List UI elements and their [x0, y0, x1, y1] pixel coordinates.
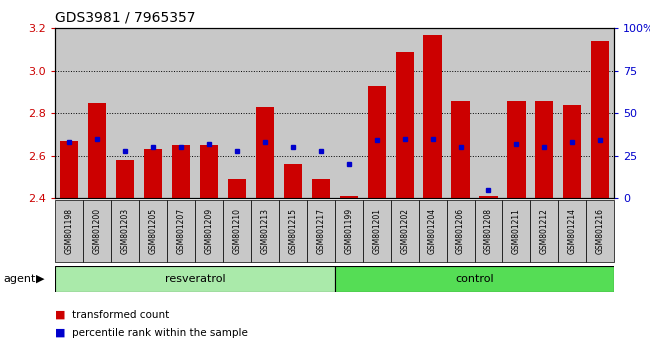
Bar — [480, 196, 497, 198]
Text: ■: ■ — [55, 328, 66, 338]
Text: GSM801199: GSM801199 — [344, 208, 353, 254]
Text: GSM801207: GSM801207 — [177, 208, 185, 254]
Bar — [167, 28, 195, 198]
Bar — [391, 200, 419, 262]
Bar — [335, 200, 363, 262]
Bar — [396, 52, 413, 198]
Bar — [55, 28, 83, 198]
Text: resveratrol: resveratrol — [164, 274, 226, 284]
Bar — [335, 28, 363, 198]
Bar — [139, 28, 167, 198]
Text: GSM801206: GSM801206 — [456, 208, 465, 254]
Bar — [111, 28, 139, 198]
Text: GSM801215: GSM801215 — [289, 208, 297, 254]
Bar — [228, 179, 246, 198]
Bar — [508, 101, 525, 198]
Text: GSM801205: GSM801205 — [149, 208, 157, 254]
Text: ▶: ▶ — [36, 274, 44, 284]
Bar — [502, 28, 530, 198]
Bar — [474, 28, 502, 198]
Bar — [368, 86, 385, 198]
Bar — [312, 179, 330, 198]
Text: GSM801217: GSM801217 — [317, 208, 325, 254]
Text: GSM801203: GSM801203 — [121, 208, 129, 254]
Bar — [116, 160, 134, 198]
Bar — [139, 200, 167, 262]
Bar — [167, 200, 195, 262]
FancyBboxPatch shape — [335, 266, 614, 292]
Bar — [424, 35, 441, 198]
Bar — [307, 200, 335, 262]
Bar — [530, 28, 558, 198]
Bar — [251, 200, 279, 262]
Bar — [586, 200, 614, 262]
Bar — [223, 200, 251, 262]
Bar — [251, 28, 279, 198]
Text: GSM801204: GSM801204 — [428, 208, 437, 254]
Bar — [564, 105, 581, 198]
Bar — [195, 28, 223, 198]
Text: transformed count: transformed count — [72, 310, 169, 320]
Text: control: control — [455, 274, 494, 284]
Bar — [88, 103, 106, 198]
Text: GDS3981 / 7965357: GDS3981 / 7965357 — [55, 11, 196, 25]
Bar — [83, 28, 111, 198]
Text: GSM801208: GSM801208 — [484, 208, 493, 254]
Bar — [419, 200, 447, 262]
Bar — [340, 196, 358, 198]
Bar — [60, 141, 78, 198]
Bar — [363, 200, 391, 262]
Bar — [530, 200, 558, 262]
Bar — [172, 145, 190, 198]
Text: GSM801198: GSM801198 — [65, 208, 73, 254]
Bar — [195, 200, 223, 262]
Bar — [144, 149, 162, 198]
Bar — [391, 28, 419, 198]
Text: agent: agent — [3, 274, 36, 284]
Bar — [111, 200, 139, 262]
Bar — [256, 107, 274, 198]
Bar — [363, 28, 391, 198]
Bar — [307, 28, 335, 198]
Bar — [447, 200, 474, 262]
Bar — [83, 200, 111, 262]
Text: GSM801210: GSM801210 — [233, 208, 241, 254]
Bar — [452, 101, 469, 198]
Bar — [419, 28, 447, 198]
Text: GSM801211: GSM801211 — [512, 208, 521, 254]
Bar — [558, 200, 586, 262]
Bar — [279, 200, 307, 262]
Bar — [592, 41, 609, 198]
Bar — [223, 28, 251, 198]
Bar — [279, 28, 307, 198]
Text: percentile rank within the sample: percentile rank within the sample — [72, 328, 248, 338]
Bar — [284, 164, 302, 198]
Bar — [200, 145, 218, 198]
Bar — [558, 28, 586, 198]
Text: GSM801202: GSM801202 — [400, 208, 409, 254]
Bar — [536, 101, 553, 198]
FancyBboxPatch shape — [55, 266, 335, 292]
Bar — [502, 200, 530, 262]
Text: GSM801212: GSM801212 — [540, 208, 549, 254]
Text: GSM801200: GSM801200 — [93, 208, 101, 254]
Bar — [474, 200, 502, 262]
Text: GSM801209: GSM801209 — [205, 208, 213, 254]
Text: GSM801216: GSM801216 — [596, 208, 605, 254]
Text: ■: ■ — [55, 310, 66, 320]
Bar — [586, 28, 614, 198]
Bar — [447, 28, 474, 198]
Text: GSM801213: GSM801213 — [261, 208, 269, 254]
Bar — [55, 200, 83, 262]
Text: GSM801214: GSM801214 — [568, 208, 577, 254]
Text: GSM801201: GSM801201 — [372, 208, 381, 254]
